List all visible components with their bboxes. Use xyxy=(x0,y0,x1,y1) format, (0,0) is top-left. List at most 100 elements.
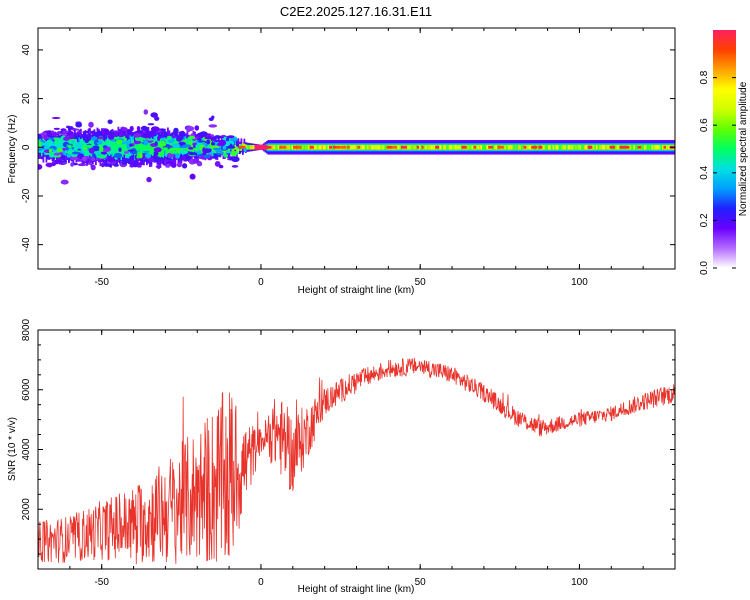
colorbar-gradient xyxy=(713,30,736,268)
spectrogram-blob xyxy=(61,161,67,165)
spectrogram-cell xyxy=(656,145,658,150)
spectrogram-cell xyxy=(150,142,153,155)
spectrogram-x-tick-label: -50 xyxy=(94,277,109,288)
spectrogram-blob xyxy=(121,160,128,165)
spectrogram-cell xyxy=(321,145,324,150)
spectrogram-cell xyxy=(362,145,364,150)
spectrogram-cell xyxy=(554,145,556,150)
spectrogram-blob xyxy=(202,148,212,153)
spectrogram-blob xyxy=(133,133,142,138)
spectrogram-cell xyxy=(396,145,399,150)
spectrogram-blob xyxy=(46,130,53,135)
spectrogram-blob xyxy=(69,156,79,161)
spectrogram-cell xyxy=(470,145,472,150)
spectrogram-cell xyxy=(666,145,669,150)
spectrogram-blob xyxy=(75,122,83,128)
spectrogram-cell xyxy=(578,145,580,150)
spectrogram-blob xyxy=(231,165,239,168)
spectrogram-blob xyxy=(88,121,94,128)
spectrogram-blob xyxy=(197,140,205,143)
spectrogram-cell xyxy=(233,148,235,153)
spectrogram-cell xyxy=(450,145,453,150)
spectrogram-cell xyxy=(581,145,583,150)
spectrogram-cell xyxy=(122,144,124,157)
spectrogram-blob xyxy=(137,162,144,166)
spectrogram-cell xyxy=(251,145,253,150)
spectrogram-blob xyxy=(222,145,227,150)
spectrogram-cell xyxy=(354,145,357,150)
spectrogram-cell xyxy=(504,145,507,150)
spectrogram-cell xyxy=(131,141,133,154)
spectrogram-cell xyxy=(41,140,43,150)
spectrogram-cell xyxy=(455,145,457,150)
spectrogram-y-tick-label: -20 xyxy=(21,188,32,203)
spectrogram-blob xyxy=(90,164,96,171)
spectrogram-cell xyxy=(629,145,631,150)
spectrogram-blob xyxy=(179,150,188,155)
spectrogram-frame xyxy=(37,27,676,270)
spectrogram-blob xyxy=(150,126,160,132)
spectrogram-blob xyxy=(226,137,230,142)
spectrogram-cell xyxy=(467,145,469,150)
spectrogram-cell xyxy=(243,143,246,148)
spectrogram-blob xyxy=(111,150,116,154)
spectrogram-x-axis-label: Height of straight line (km) xyxy=(298,285,415,296)
spectrogram-cell xyxy=(468,145,471,150)
spectrogram-cell xyxy=(428,145,430,150)
spectrogram-blob xyxy=(163,147,168,151)
spectrogram-cell xyxy=(149,144,151,157)
spectrogram-cell xyxy=(419,145,421,150)
spectrogram-blob xyxy=(90,130,96,135)
spectrogram-blob xyxy=(208,117,214,121)
spectrogram-blob xyxy=(145,153,151,159)
spectrogram-blob xyxy=(213,153,218,159)
spectrogram-hotspot xyxy=(266,145,272,149)
spectrogram-blob xyxy=(106,157,116,162)
spectrogram-cell xyxy=(431,145,433,150)
snr-y-tick-label: 8000 xyxy=(21,318,32,341)
spectrogram-cell xyxy=(317,145,319,150)
spectrogram-blob xyxy=(68,134,74,140)
spectrogram-cell xyxy=(378,145,381,150)
spectrogram-blob xyxy=(51,117,61,119)
spectrogram-blob xyxy=(101,162,105,168)
spectrogram-blob xyxy=(218,164,224,169)
snr-y-axis-label: SNR (10 * v/v) xyxy=(7,417,18,481)
spectrogram-cell xyxy=(120,140,123,152)
spectrogram-hotspot xyxy=(497,145,504,149)
spectrogram-blob xyxy=(113,163,119,167)
spectrogram-hotspot xyxy=(609,145,616,149)
colorbar-ticks: 0.0 0.2 0.4 0.6 0.8 xyxy=(699,70,736,275)
spectrogram-cell xyxy=(123,139,126,152)
spectrogram-cell xyxy=(276,145,279,150)
spectrogram-cell xyxy=(302,145,304,150)
spectrogram-cell xyxy=(116,140,118,160)
spectrogram-blob xyxy=(129,143,134,147)
spectrogram-blob xyxy=(136,164,142,168)
spectrogram-blob xyxy=(91,136,98,141)
spectrogram-cell xyxy=(374,145,376,150)
spectrogram-cell xyxy=(582,145,585,150)
spectrogram-blob xyxy=(108,134,115,140)
spectrogram-cell xyxy=(569,145,571,150)
spectrogram-cell xyxy=(234,145,237,150)
spectrogram-cell xyxy=(603,145,606,150)
spectrogram-cell xyxy=(242,146,244,155)
colorbar-tick-label: 0.4 xyxy=(699,165,710,179)
spectrogram-cell xyxy=(668,145,670,150)
spectrogram-blob xyxy=(84,144,93,149)
spectrogram-blob xyxy=(44,145,49,150)
spectrogram-cell xyxy=(594,145,597,150)
spectrogram-cell xyxy=(458,145,460,150)
spectrogram-blob xyxy=(169,150,177,154)
spectrogram-cell xyxy=(575,145,577,150)
spectrogram-cell xyxy=(597,145,600,150)
spectrogram-cell xyxy=(605,145,607,150)
spectrogram-blob xyxy=(60,154,64,160)
spectrogram-cell xyxy=(408,145,411,150)
spectrogram-blob xyxy=(143,150,150,153)
spectrogram-cell xyxy=(236,140,238,151)
spectrogram-blob xyxy=(116,139,123,144)
snr-frame xyxy=(37,329,676,570)
spectrogram-blob xyxy=(129,125,134,132)
